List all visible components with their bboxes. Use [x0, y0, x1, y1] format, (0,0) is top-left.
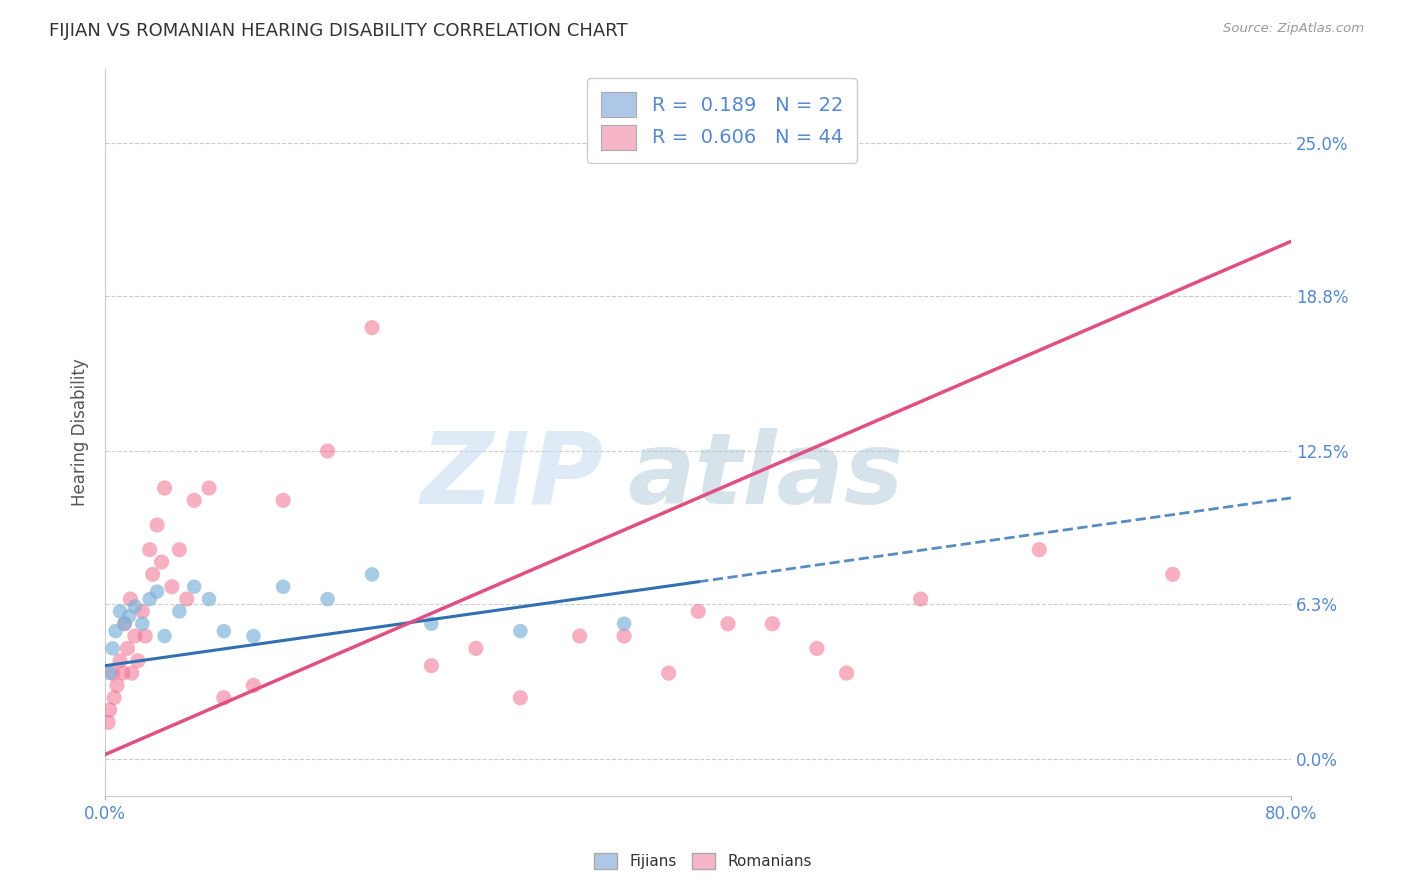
Point [717, 616, 740, 631]
Point [127, 654, 149, 668]
Point [1161, 567, 1184, 582]
Point [124, 599, 146, 614]
Point [361, 567, 384, 582]
Point [134, 629, 156, 643]
Point [118, 609, 141, 624]
Point [124, 629, 146, 643]
Text: Source: ZipAtlas.com: Source: ZipAtlas.com [1223, 22, 1364, 36]
Point [98, 666, 121, 681]
Point [183, 580, 205, 594]
Point [316, 444, 339, 458]
Point [509, 690, 531, 705]
Point [212, 624, 235, 639]
Point [361, 320, 384, 334]
Point [613, 616, 636, 631]
Point [120, 592, 142, 607]
Point [212, 690, 235, 705]
Point [420, 616, 443, 631]
Point [114, 616, 136, 631]
Point [271, 580, 294, 594]
Point [111, 666, 134, 681]
Point [169, 604, 191, 618]
Point [835, 666, 858, 681]
Point [1028, 542, 1050, 557]
Point [108, 654, 131, 668]
Point [509, 624, 531, 639]
Point [153, 481, 176, 495]
Point [146, 584, 169, 599]
Point [146, 518, 169, 533]
Point [108, 604, 131, 618]
Point [153, 629, 176, 643]
Point [688, 604, 710, 618]
Point [910, 592, 932, 607]
Point [131, 616, 153, 631]
Point [105, 678, 128, 692]
Point [176, 592, 198, 607]
Y-axis label: Hearing Disability: Hearing Disability [72, 359, 89, 507]
Text: ZIP: ZIP [420, 427, 603, 524]
Point [101, 666, 124, 681]
Point [101, 641, 124, 656]
Point [98, 703, 121, 717]
Point [131, 604, 153, 618]
Point [114, 616, 136, 631]
Point [613, 629, 636, 643]
Legend: Fijians, Romanians: Fijians, Romanians [588, 847, 818, 875]
Point [169, 542, 191, 557]
Point [103, 690, 125, 705]
Point [142, 567, 165, 582]
Point [104, 624, 127, 639]
Point [198, 481, 221, 495]
Point [242, 678, 264, 692]
Point [160, 580, 183, 594]
Point [183, 493, 205, 508]
Point [138, 542, 160, 557]
Point [271, 493, 294, 508]
Point [138, 592, 160, 607]
Point [117, 641, 139, 656]
Point [242, 629, 264, 643]
Point [658, 666, 681, 681]
Legend: R =  0.189   N = 22, R =  0.606   N = 44: R = 0.189 N = 22, R = 0.606 N = 44 [588, 78, 856, 163]
Text: atlas: atlas [627, 427, 904, 524]
Point [198, 592, 221, 607]
Point [420, 658, 443, 673]
Point [568, 629, 591, 643]
Point [97, 715, 120, 730]
Point [761, 616, 783, 631]
Point [464, 641, 486, 656]
Text: FIJIAN VS ROMANIAN HEARING DISABILITY CORRELATION CHART: FIJIAN VS ROMANIAN HEARING DISABILITY CO… [49, 22, 628, 40]
Point [806, 641, 828, 656]
Point [150, 555, 173, 569]
Point [121, 666, 143, 681]
Point [316, 592, 339, 607]
